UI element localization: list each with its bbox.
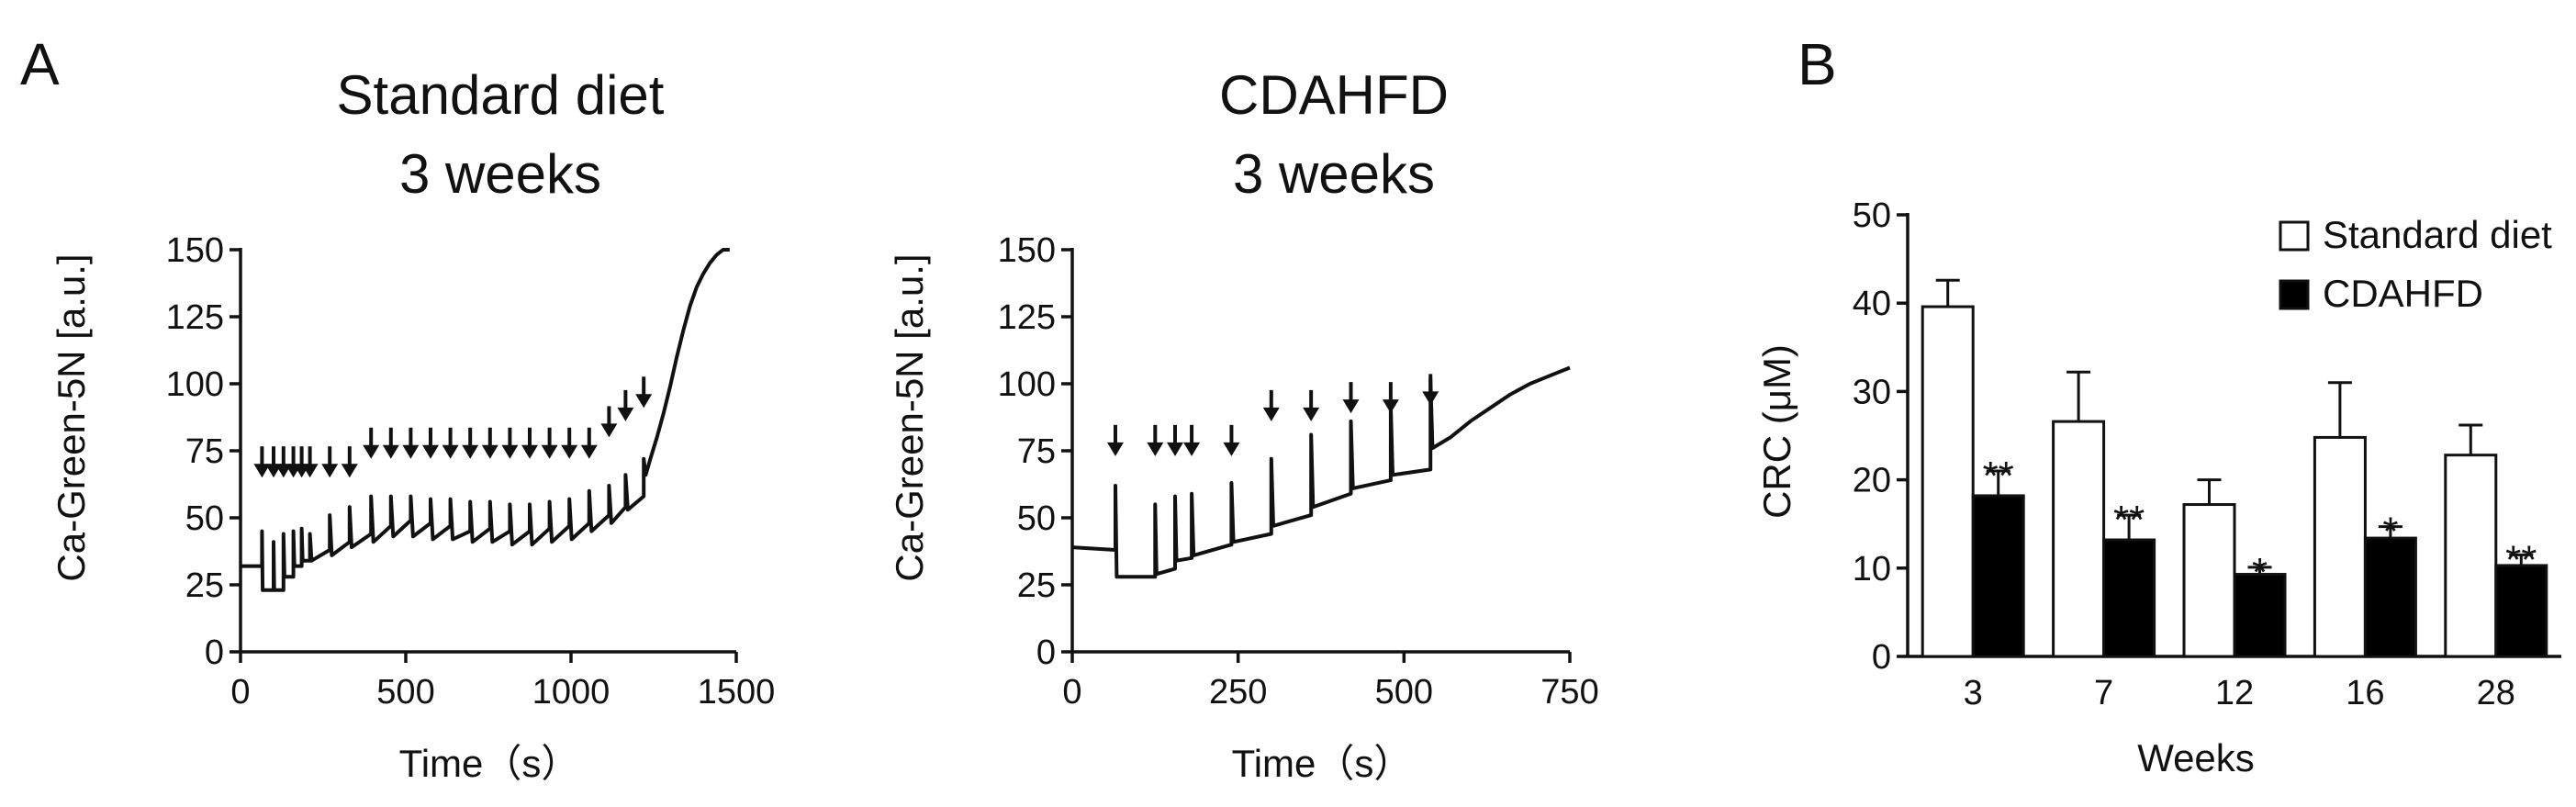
- significance-marker: **: [2113, 498, 2145, 543]
- addition-arrow-head: [321, 464, 339, 478]
- addition-arrow-head: [1223, 442, 1240, 456]
- y-tick-label: 20: [1853, 462, 1891, 500]
- addition-arrow-head: [1167, 442, 1184, 456]
- addition-arrow-head: [341, 464, 358, 478]
- bar-cdahfd: [2102, 538, 2156, 658]
- addition-arrow-head: [1382, 399, 1399, 414]
- y-tick-label: 100: [166, 365, 224, 404]
- addition-arrow-head: [1147, 442, 1164, 456]
- addition-arrow-head: [422, 444, 439, 459]
- panel-letter-b: B: [1798, 31, 1837, 97]
- y-tick-label: 10: [1853, 550, 1891, 588]
- addition-arrow-head: [635, 394, 653, 409]
- y-tick-label: 150: [998, 231, 1056, 270]
- addition-arrow-head: [481, 444, 498, 459]
- legend-label: Standard diet: [2323, 213, 2552, 256]
- x-tick-label: 500: [1375, 673, 1433, 712]
- y-axis-label: Ca-Green-5N [a.u.]: [888, 253, 931, 581]
- y-tick-label: 75: [185, 432, 224, 471]
- bar-cdahfd: [2233, 573, 2287, 658]
- y-tick-label: 75: [1017, 432, 1056, 471]
- chart-title-line-1: Standard diet: [337, 64, 665, 126]
- addition-arrow-head: [617, 407, 634, 421]
- x-axis-label: Time（s）: [399, 742, 580, 785]
- y-tick-label: 125: [166, 298, 224, 337]
- addition-arrow-head: [541, 444, 558, 459]
- y-tick-label: 0: [1036, 633, 1056, 672]
- x-axis-label: Time（s）: [1232, 742, 1413, 785]
- chart-title-line-2: 3 weeks: [1233, 143, 1435, 205]
- addition-arrow-head: [600, 423, 618, 438]
- x-tick-label: 16: [2346, 674, 2384, 712]
- addition-arrow-head: [1303, 407, 1320, 421]
- significance-marker: **: [2505, 537, 2537, 582]
- chart-standard-diet-trace: Standard diet 3 weeks Ca-Green-5N [a.u.]…: [50, 64, 775, 785]
- addition-arrow-head: [1342, 399, 1360, 414]
- x-tick-label: 1500: [698, 673, 776, 712]
- chart-crc-bars: CRC (μM) Weeks 0 10 20 30 40 50 3 ** 7 ** 12 * 16 * 28…: [1755, 196, 2561, 779]
- significance-marker: *: [2252, 550, 2268, 595]
- chart-cdahfd-trace: CDAHFD 3 weeks Ca-Green-5N [a.u.] Time（s…: [888, 64, 1599, 785]
- addition-arrow-head: [462, 444, 479, 459]
- y-tick-label: 50: [1853, 196, 1891, 235]
- x-tick-label: 0: [230, 673, 250, 712]
- x-tick-label: 0: [1062, 673, 1081, 712]
- bar-standard-diet: [2444, 454, 2498, 658]
- fluorescence-trace: [1071, 365, 1571, 579]
- addition-arrow-head: [382, 444, 399, 459]
- addition-arrow-head: [1183, 442, 1201, 456]
- significance-marker: **: [1983, 454, 2014, 499]
- addition-arrow-head: [1422, 391, 1439, 406]
- y-tick-label: 50: [1017, 499, 1056, 538]
- addition-arrow-head: [442, 444, 459, 459]
- bar-standard-diet: [2182, 503, 2236, 658]
- bar-standard-diet: [2052, 420, 2106, 658]
- y-tick-label: 50: [185, 499, 224, 538]
- addition-arrow-head: [561, 444, 578, 459]
- legend-label: CDAHFD: [2323, 272, 2483, 315]
- x-tick-label: 750: [1540, 673, 1598, 712]
- x-tick-label: 28: [2477, 674, 2515, 712]
- bar-standard-diet: [2313, 435, 2367, 658]
- addition-arrow-head: [301, 464, 319, 478]
- y-tick-label: 0: [205, 633, 224, 672]
- addition-arrow-head: [363, 444, 380, 459]
- addition-arrow-head: [501, 444, 519, 459]
- x-tick-label: 1000: [532, 673, 610, 712]
- x-axis-label: Weeks: [2137, 736, 2255, 779]
- significance-marker: *: [2382, 510, 2398, 555]
- y-tick-label: 25: [1017, 566, 1056, 605]
- chart-title-line-2: 3 weeks: [399, 143, 601, 205]
- addition-arrow-head: [402, 444, 420, 459]
- chart-title-line-1: CDAHFD: [1219, 64, 1449, 126]
- y-tick-label: 150: [166, 231, 224, 270]
- legend-swatch: [2279, 220, 2310, 252]
- panel-letter-a: A: [20, 31, 60, 97]
- x-tick-label: 500: [376, 673, 434, 712]
- y-tick-label: 125: [998, 298, 1056, 337]
- fluorescence-trace: [241, 248, 730, 592]
- x-tick-label: 7: [2094, 674, 2113, 712]
- bar-standard-diet: [1921, 305, 1975, 658]
- y-tick-label: 100: [998, 365, 1056, 404]
- y-tick-label: 40: [1853, 285, 1891, 323]
- x-tick-label: 3: [1964, 674, 1983, 712]
- y-tick-label: 25: [185, 566, 224, 605]
- y-axis-label: CRC (μM): [1755, 344, 1798, 519]
- addition-arrow-head: [253, 464, 271, 478]
- y-tick-label: 30: [1853, 373, 1891, 411]
- x-tick-label: 250: [1209, 673, 1267, 712]
- y-axis-label: Ca-Green-5N [a.u.]: [50, 253, 93, 581]
- y-tick-label: 0: [1872, 638, 1891, 677]
- addition-arrow-head: [1106, 442, 1124, 456]
- addition-arrow-head: [521, 444, 538, 459]
- addition-arrow-head: [580, 444, 598, 459]
- x-tick-label: 12: [2215, 674, 2254, 712]
- bar-cdahfd: [1971, 494, 2025, 658]
- bar-cdahfd: [2363, 536, 2417, 658]
- legend-swatch: [2279, 279, 2310, 310]
- addition-arrow-head: [1262, 407, 1280, 421]
